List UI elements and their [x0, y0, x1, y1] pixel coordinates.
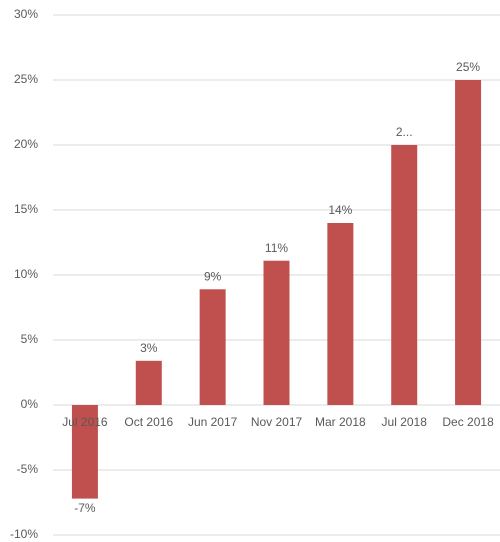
data-label: 14%: [328, 203, 352, 217]
data-label: 9%: [204, 269, 222, 283]
bar: [71, 405, 98, 499]
x-tick-label: Dec 2018: [442, 415, 494, 429]
y-tick-label: -5%: [17, 462, 39, 476]
x-tick-label: Jul 2016: [62, 415, 108, 429]
x-tick-label: Oct 2016: [124, 415, 173, 429]
data-label: 11%: [265, 241, 288, 255]
y-tick-label: 20%: [14, 137, 38, 151]
bar: [327, 223, 354, 405]
bar: [199, 289, 226, 405]
y-tick-label: -10%: [10, 527, 38, 541]
y-tick-label: 5%: [21, 332, 39, 346]
bar: [135, 360, 162, 405]
bar: [263, 260, 290, 405]
data-label: 25%: [456, 60, 480, 74]
x-tick-label: Jun 2017: [188, 415, 238, 429]
bar: [391, 145, 418, 405]
y-tick-label: 30%: [14, 7, 38, 21]
bar: [455, 80, 482, 405]
x-tick-label: Mar 2018: [315, 415, 366, 429]
x-tick-label: Nov 2017: [251, 415, 303, 429]
x-tick-label: Jul 2018: [382, 415, 428, 429]
data-label: 2...: [396, 125, 413, 139]
y-tick-label: 15%: [14, 202, 38, 216]
data-label: 3%: [140, 341, 158, 355]
y-tick-label: 0%: [21, 397, 39, 411]
data-label: -7%: [74, 501, 96, 515]
y-tick-label: 10%: [14, 267, 38, 281]
y-tick-label: 25%: [14, 72, 38, 86]
